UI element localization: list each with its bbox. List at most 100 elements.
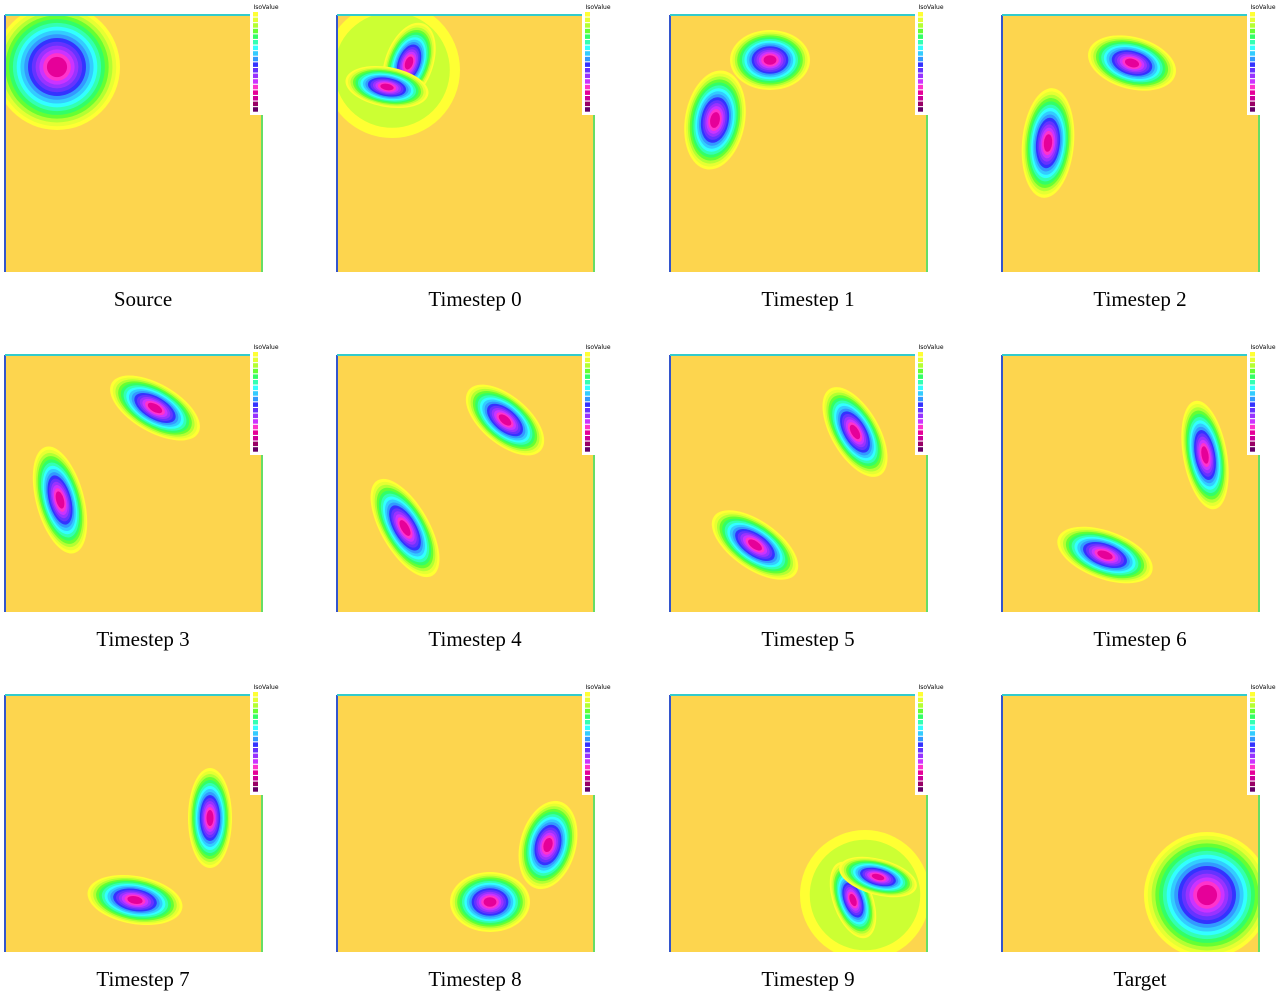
legend-swatch bbox=[918, 73, 923, 79]
legend-swatch bbox=[1250, 107, 1255, 112]
contour-band bbox=[1043, 134, 1053, 152]
caption: Timestep 7 bbox=[96, 967, 189, 991]
legend-swatch bbox=[918, 692, 923, 697]
legend-swatch bbox=[585, 419, 590, 424]
legend-swatch bbox=[918, 759, 923, 764]
legend-swatch bbox=[918, 419, 923, 424]
legend: IsoValue bbox=[1247, 3, 1279, 115]
legend-swatch bbox=[253, 363, 258, 368]
legend-swatch bbox=[1250, 770, 1255, 775]
legend-swatch bbox=[1250, 736, 1255, 742]
legend-swatch bbox=[253, 770, 258, 775]
legend-swatch bbox=[918, 79, 923, 84]
legend-title: IsoValue bbox=[253, 4, 278, 11]
legend-swatch bbox=[253, 368, 258, 374]
field bbox=[5, 15, 120, 130]
legend-title: IsoValue bbox=[585, 4, 610, 11]
legend-swatch bbox=[585, 413, 590, 419]
legend: IsoValue bbox=[250, 683, 282, 795]
legend-swatch bbox=[918, 748, 923, 753]
legend-swatch bbox=[585, 436, 590, 441]
legend-swatch bbox=[918, 90, 923, 95]
legend-swatch bbox=[1250, 708, 1255, 714]
field bbox=[337, 15, 460, 138]
legend-swatch bbox=[253, 90, 258, 95]
legend-swatch bbox=[585, 759, 590, 764]
legend-swatch bbox=[253, 753, 258, 759]
legend-swatch bbox=[1250, 17, 1255, 23]
legend-swatch bbox=[253, 441, 258, 447]
panel bbox=[669, 694, 928, 952]
legend-title: IsoValue bbox=[918, 684, 943, 691]
legend-swatch bbox=[253, 107, 258, 112]
legend-swatch bbox=[253, 101, 258, 107]
legend-swatch bbox=[253, 96, 258, 101]
legend-swatch bbox=[918, 697, 923, 703]
legend-swatch bbox=[585, 430, 590, 435]
legend-title: IsoValue bbox=[918, 4, 943, 11]
legend-swatch bbox=[1250, 51, 1255, 56]
legend-swatch bbox=[918, 96, 923, 101]
legend-swatch bbox=[585, 380, 590, 385]
legend-swatch bbox=[918, 714, 923, 719]
legend-swatch bbox=[253, 692, 258, 697]
legend-swatch bbox=[253, 447, 258, 452]
legend-swatch bbox=[253, 714, 258, 719]
legend-swatch bbox=[253, 51, 258, 56]
legend-swatch bbox=[1250, 436, 1255, 441]
legend-swatch bbox=[918, 708, 923, 714]
legend-swatch bbox=[918, 736, 923, 742]
legend-swatch bbox=[918, 753, 923, 759]
contour-band bbox=[206, 810, 214, 826]
legend-swatch bbox=[585, 84, 590, 90]
legend-swatch bbox=[1250, 96, 1255, 101]
legend-swatch bbox=[585, 28, 590, 34]
contour-band bbox=[483, 897, 497, 907]
contour-band bbox=[55, 491, 65, 509]
legend-swatch bbox=[1250, 357, 1255, 363]
legend-swatch bbox=[253, 436, 258, 441]
legend-title: IsoValue bbox=[1250, 344, 1275, 351]
legend-swatch bbox=[585, 34, 590, 39]
legend-swatch bbox=[585, 408, 590, 413]
legend-swatch bbox=[918, 441, 923, 447]
legend-swatch bbox=[253, 357, 258, 363]
legend-swatch bbox=[1250, 352, 1255, 357]
field bbox=[800, 830, 927, 952]
legend-swatch bbox=[918, 424, 923, 430]
legend-swatch bbox=[918, 703, 923, 708]
legend-swatch bbox=[253, 380, 258, 385]
caption: Source bbox=[114, 287, 172, 311]
legend-swatch bbox=[1250, 40, 1255, 45]
panel bbox=[4, 694, 263, 952]
legend-swatch bbox=[918, 770, 923, 775]
legend-swatch bbox=[253, 408, 258, 413]
contour-band bbox=[1196, 884, 1218, 906]
contour-band bbox=[1124, 58, 1140, 68]
contour-band bbox=[543, 837, 553, 853]
legend-swatch bbox=[918, 12, 923, 17]
field bbox=[711, 387, 888, 580]
legend-swatch bbox=[918, 413, 923, 419]
legend-swatch bbox=[918, 781, 923, 787]
legend-swatch bbox=[253, 62, 258, 67]
legend-swatch bbox=[918, 45, 923, 51]
legend-swatch bbox=[585, 107, 590, 112]
contour-band bbox=[710, 112, 720, 128]
caption: Timestep 6 bbox=[1093, 627, 1186, 651]
legend-swatch bbox=[918, 391, 923, 396]
legend-swatch bbox=[585, 56, 590, 62]
legend-swatch bbox=[585, 17, 590, 23]
legend-swatch bbox=[253, 45, 258, 51]
caption: Timestep 2 bbox=[1093, 287, 1186, 311]
contour-band bbox=[849, 893, 857, 907]
caption: Timestep 9 bbox=[761, 967, 854, 991]
legend-swatch bbox=[585, 720, 590, 725]
legend-swatch bbox=[1250, 34, 1255, 39]
legend-swatch bbox=[253, 396, 258, 402]
legend-swatch bbox=[918, 352, 923, 357]
legend-swatch bbox=[585, 764, 590, 770]
panel bbox=[336, 694, 595, 952]
legend-swatch bbox=[1250, 764, 1255, 770]
legend-swatch bbox=[585, 692, 590, 697]
